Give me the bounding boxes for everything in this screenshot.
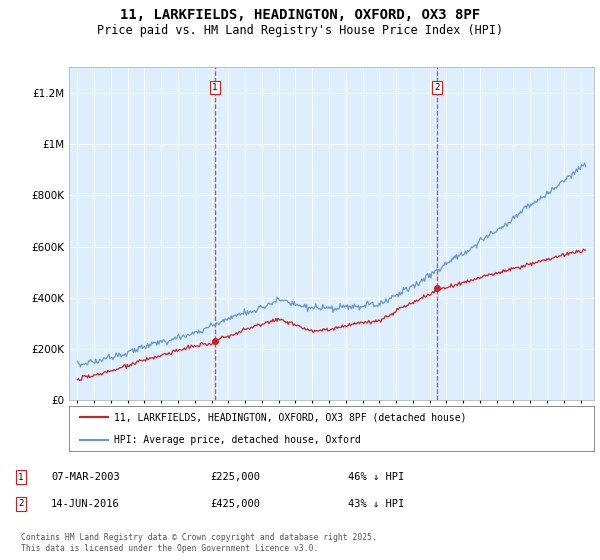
Text: 43% ↓ HPI: 43% ↓ HPI (348, 499, 404, 509)
Text: 2: 2 (19, 500, 23, 508)
Text: 11, LARKFIELDS, HEADINGTON, OXFORD, OX3 8PF: 11, LARKFIELDS, HEADINGTON, OXFORD, OX3 … (120, 8, 480, 22)
Text: 1: 1 (19, 473, 23, 482)
Text: Contains HM Land Registry data © Crown copyright and database right 2025.
This d: Contains HM Land Registry data © Crown c… (21, 533, 377, 553)
Text: 11, LARKFIELDS, HEADINGTON, OXFORD, OX3 8PF (detached house): 11, LARKFIELDS, HEADINGTON, OXFORD, OX3 … (113, 412, 466, 422)
Text: 1: 1 (212, 83, 217, 92)
Text: 2: 2 (434, 83, 440, 92)
Text: 46% ↓ HPI: 46% ↓ HPI (348, 472, 404, 482)
Text: Price paid vs. HM Land Registry's House Price Index (HPI): Price paid vs. HM Land Registry's House … (97, 24, 503, 36)
Text: HPI: Average price, detached house, Oxford: HPI: Average price, detached house, Oxfo… (113, 435, 361, 445)
Text: £225,000: £225,000 (210, 472, 260, 482)
Text: 14-JUN-2016: 14-JUN-2016 (51, 499, 120, 509)
Text: 07-MAR-2003: 07-MAR-2003 (51, 472, 120, 482)
Text: £425,000: £425,000 (210, 499, 260, 509)
